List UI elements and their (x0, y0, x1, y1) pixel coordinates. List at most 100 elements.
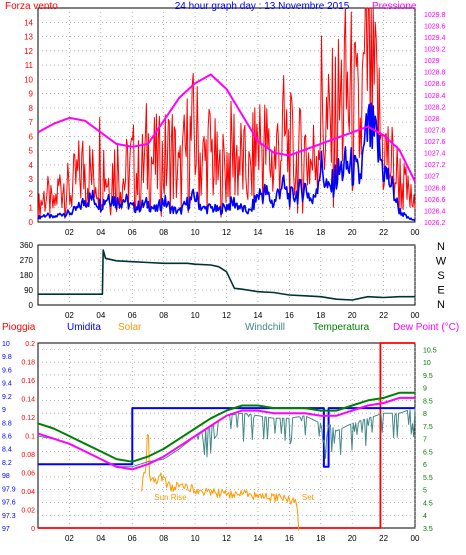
pressure-y-tick: 1029.6 (424, 23, 446, 30)
wind-y-tick: 3 (29, 175, 34, 184)
compass-label: E (437, 285, 444, 297)
pressure-y-tick: 1026.4 (424, 208, 446, 215)
temperature-y-tick: 5 (423, 488, 427, 495)
pressure-y-tick: 1028 (424, 116, 440, 123)
windchill-header: Windchill (245, 322, 285, 333)
humidity-y-tick: 10 (2, 341, 10, 348)
rain-y-tick: 0.14 (21, 397, 35, 404)
temperature-y-tick: 8 (423, 411, 427, 418)
direction|1-x-tick: 04 (96, 311, 105, 320)
wind-y-tick: 13 (24, 33, 33, 42)
chart-title: 24 hour graph day : 13 Novembre 2015 (175, 1, 350, 12)
wind|0-x-tick: 02 (65, 228, 74, 237)
direction|1-x-tick: 10 (191, 311, 200, 320)
humidity-y-tick: 97.6 (2, 500, 16, 507)
direction|1-x-tick: 22 (379, 311, 388, 320)
direction-y-tick: 0 (29, 301, 34, 310)
wind|0-x-tick: 12 (222, 228, 231, 237)
humidity-y-tick: 9.6 (2, 367, 12, 374)
pressure-y-tick: 1026.6 (424, 197, 446, 204)
humidity-y-tick: 8.8 (2, 420, 12, 427)
temperature-y-tick: 7 (423, 437, 427, 444)
humidity-y-tick: 9.2 (2, 394, 12, 401)
temperature|2-x-tick: 18 (316, 534, 325, 543)
temperature-line (37, 391, 415, 463)
wind|0-x-tick: 08 (159, 228, 168, 237)
wind-y-tick: 11 (25, 61, 34, 70)
wind|0-x-tick: 14 (253, 228, 262, 237)
compass-label: W (436, 256, 447, 268)
temperature-y-tick: 9.5 (423, 373, 433, 380)
sunrise-label: Sun Rise (154, 493, 187, 502)
pressure-y-tick: 1029.8 (424, 12, 446, 19)
wind|0-x-tick: 00 (411, 228, 420, 237)
wind|0-x-tick: 16 (285, 228, 294, 237)
wind|0-x-tick: 20 (348, 228, 357, 237)
rain-y-tick: 0.04 (21, 489, 35, 496)
temperature|2-x-tick: 02 (65, 534, 74, 543)
pressure-y-tick: 1026.2 (424, 220, 446, 227)
wind-y-tick: 0 (29, 218, 34, 227)
rain-y-tick: 0.1 (25, 434, 35, 441)
wind-y-tick: 1 (29, 204, 34, 213)
rain-y-tick: 0.06 (21, 471, 35, 478)
wind-y-tick: 8 (29, 104, 34, 113)
direction|1-x-tick: 16 (285, 311, 294, 320)
temperature|2-x-tick: 10 (191, 534, 200, 543)
direction-y-tick: 90 (24, 286, 33, 295)
temperature-y-tick: 10 (423, 360, 431, 367)
pressure-y-tick: 1028.8 (424, 70, 446, 77)
temperature|2-x-tick: 08 (159, 534, 168, 543)
pressure-y-tick: 1027.2 (424, 162, 446, 169)
wind|0-x-tick: 04 (96, 228, 105, 237)
humidity-header: Umidita (67, 322, 101, 333)
temperature|2-x-tick: 16 (285, 534, 294, 543)
direction|1-x-tick: 14 (253, 311, 262, 320)
pressure-header: Pressione (372, 1, 417, 12)
pressure-y-tick: 1027.4 (424, 151, 446, 158)
humidity-y-tick: 97 (2, 526, 10, 533)
direction-y-tick: 270 (20, 256, 34, 265)
temperature-header: Temperatura (313, 322, 370, 333)
temperature|2-x-tick: 22 (379, 534, 388, 543)
temperature-y-tick: 7.5 (423, 424, 433, 431)
temperature-y-tick: 4.5 (423, 500, 433, 507)
direction-y-tick: 360 (20, 241, 34, 250)
pressure-y-tick: 1029 (424, 58, 440, 65)
direction-y-tick: 180 (20, 271, 34, 280)
pressure-y-tick: 1028.6 (424, 81, 446, 88)
direction|1-x-tick: 06 (128, 311, 137, 320)
wind-direction-line (38, 249, 415, 301)
compass-label: N (437, 299, 445, 311)
temperature-y-tick: 8.5 (423, 398, 433, 405)
wind-y-tick: 4 (29, 161, 34, 170)
humidity-y-tick: 97.9 (2, 486, 16, 493)
pressure-y-tick: 1029.4 (424, 35, 446, 42)
humidity-y-tick: 8.2 (2, 460, 12, 467)
temperature|2-x-tick: 04 (96, 534, 105, 543)
humidity-y-tick: 98 (2, 473, 10, 480)
rain-line (38, 342, 415, 529)
pressure-line (37, 73, 416, 182)
pressure-y-tick: 1027.8 (424, 127, 446, 134)
rain-y-tick: 0.18 (21, 360, 35, 367)
humidity-y-tick: 9.8 (2, 354, 12, 361)
temperature-y-tick: 6 (423, 462, 427, 469)
rain-header: Pioggia (2, 322, 36, 333)
pressure-y-tick: 1028.2 (424, 104, 446, 111)
wind-header: Forza vento (5, 1, 58, 12)
wind-y-tick: 5 (29, 147, 34, 156)
humidity-y-tick: 9.4 (2, 381, 12, 388)
wind-y-tick: 2 (29, 189, 34, 198)
pressure-y-tick: 1027 (424, 174, 440, 181)
direction|1-x-tick: 02 (65, 311, 74, 320)
wind-y-tick: 6 (29, 132, 34, 141)
direction|1-x-tick: 20 (348, 311, 357, 320)
solar-line (141, 434, 300, 531)
temperature-y-tick: 6.5 (423, 449, 433, 456)
dewpoint-line (37, 396, 415, 471)
wind|0-x-tick: 10 (191, 228, 200, 237)
rain-y-tick: 0 (31, 526, 35, 533)
wind-y-tick: 12 (24, 47, 33, 56)
